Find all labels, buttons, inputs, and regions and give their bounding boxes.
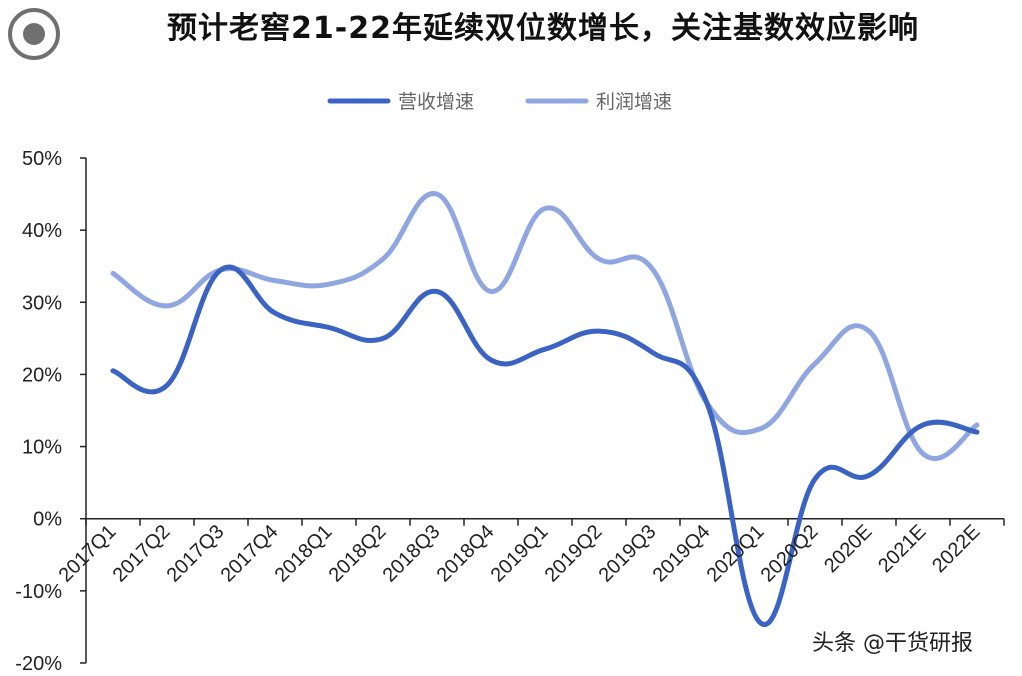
y-tick-label: 40% bbox=[22, 220, 62, 242]
legend: 营收增速 利润增速 bbox=[327, 91, 672, 113]
y-tick-label: 30% bbox=[22, 292, 62, 314]
x-tick-label: 2017Q2 bbox=[109, 521, 175, 587]
watermark-text: 头条 @干货研报 bbox=[812, 631, 973, 656]
axes bbox=[80, 157, 1005, 664]
y-tick-label: 0% bbox=[33, 509, 62, 531]
x-tick-label: 2019Q2 bbox=[541, 521, 607, 587]
x-tick-label: 2018Q1 bbox=[271, 521, 337, 587]
x-tick-label: 2017Q3 bbox=[163, 521, 229, 587]
x-tick-label: 2021E bbox=[874, 521, 930, 577]
x-tick-label: 2017Q1 bbox=[55, 521, 121, 587]
x-tick-label: 2019Q1 bbox=[487, 521, 553, 587]
x-tick-label: 2018Q4 bbox=[433, 521, 499, 587]
y-tick-label: 10% bbox=[22, 437, 62, 459]
legend-item-profit: 利润增速 bbox=[525, 91, 672, 113]
x-tick-label: 2017Q4 bbox=[217, 521, 283, 587]
y-tick-label: 50% bbox=[22, 148, 62, 170]
x-tick-label: 2020Q2 bbox=[757, 521, 823, 587]
x-tick-label: 2022E bbox=[928, 521, 984, 577]
legend-label: 营收增速 bbox=[398, 91, 474, 113]
x-tick-label: 2019Q4 bbox=[649, 521, 715, 587]
y-tick-label: -10% bbox=[15, 581, 62, 603]
legend-item-revenue: 营收增速 bbox=[327, 91, 474, 113]
series-line-profit bbox=[110, 191, 980, 462]
y-tick-label: -20% bbox=[15, 653, 62, 675]
x-tick-label: 2019Q3 bbox=[595, 521, 661, 587]
x-tick-label: 2018Q3 bbox=[379, 521, 445, 587]
legend-label: 利润增速 bbox=[596, 91, 672, 113]
x-tick-label: 2018Q2 bbox=[325, 521, 391, 587]
y-tick-label: 20% bbox=[22, 364, 62, 386]
series-layer bbox=[110, 191, 980, 627]
series-line-revenue bbox=[110, 264, 980, 627]
y-axis-labels: 50% 40% 30% 20% 10% 0% -10% -20% bbox=[15, 148, 62, 675]
x-tick-label: 2020E bbox=[820, 521, 876, 577]
logo-icon bbox=[8, 8, 60, 60]
x-axis-labels: 2017Q12017Q22017Q32017Q42018Q12018Q22018… bbox=[55, 521, 985, 587]
chart-title: 预计老窖21-22年延续双位数增长，关注基数效应影响 bbox=[167, 11, 919, 46]
